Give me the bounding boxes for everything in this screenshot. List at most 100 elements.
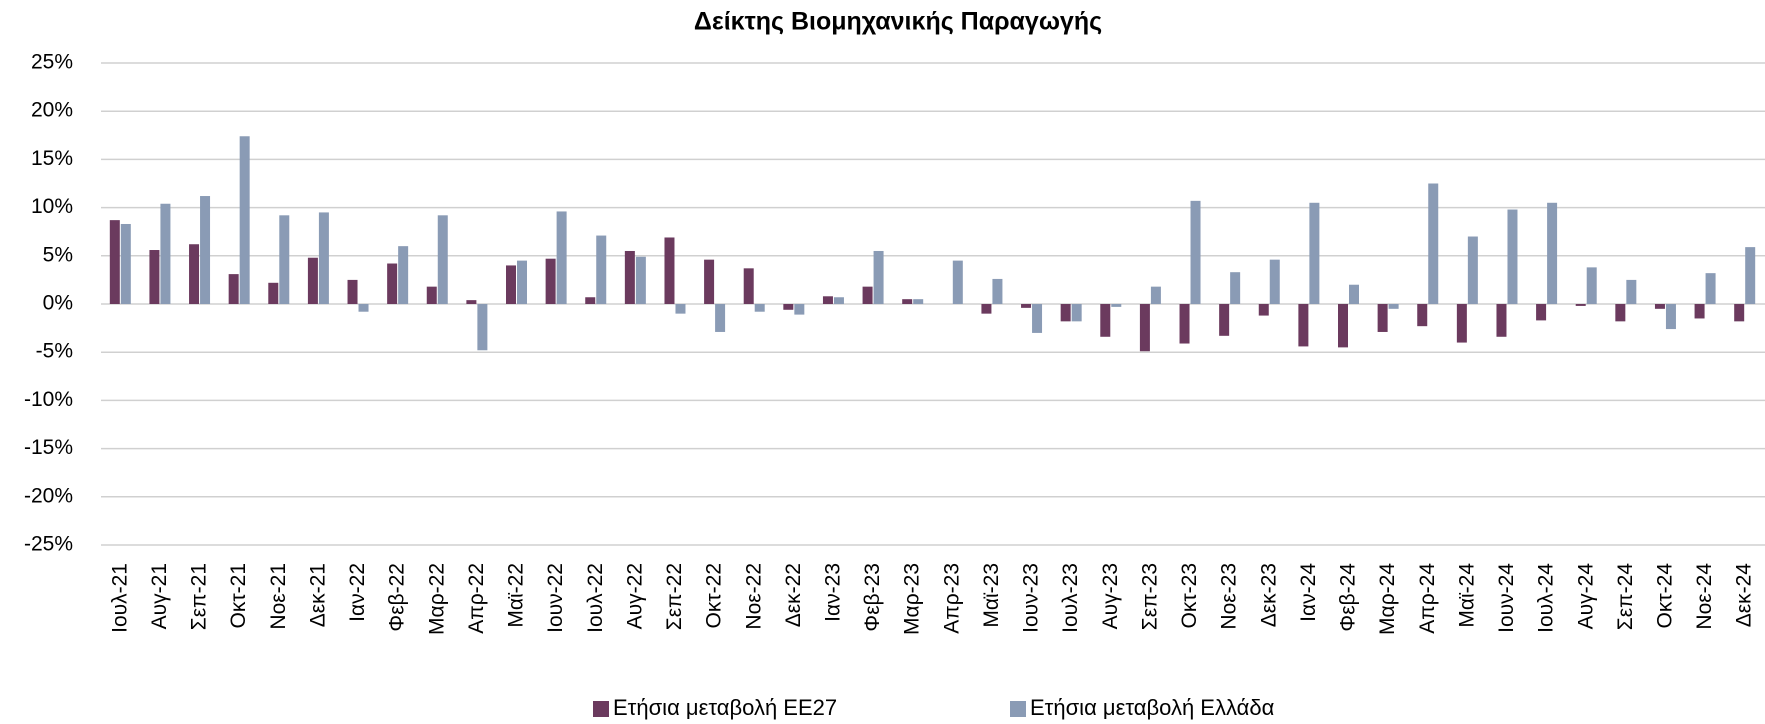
bar: [347, 279, 358, 304]
bar: [1309, 202, 1320, 304]
bar: [1536, 304, 1547, 321]
bar: [1071, 304, 1082, 322]
x-tick-label: Σεπ-24: [1614, 563, 1637, 631]
x-tick-label: Δεκ-24: [1733, 563, 1756, 628]
bar: [1547, 202, 1558, 304]
bar: [387, 263, 398, 304]
bar: [189, 244, 200, 304]
bar: [743, 268, 754, 304]
x-tick-label: Οκτ-22: [703, 563, 726, 628]
bar: [1615, 304, 1626, 322]
bar: [1467, 236, 1478, 304]
x-tick-label: Ιουλ-22: [584, 563, 607, 633]
bar: [1269, 259, 1280, 304]
bar: [1021, 304, 1032, 308]
bar: [1377, 304, 1388, 332]
x-tick-label: Απρ-23: [940, 563, 963, 634]
bar: [1139, 304, 1150, 352]
bar: [585, 297, 596, 304]
x-tick-label: Νοε-23: [1218, 563, 1241, 630]
bar: [1456, 304, 1467, 343]
x-tick-label: Σεπ-23: [1138, 563, 1161, 630]
y-tick-label: 0%: [43, 292, 73, 315]
y-tick-label: -20%: [24, 484, 73, 507]
bar: [1428, 183, 1439, 304]
x-tick-label: Μαϊ-24: [1455, 563, 1478, 628]
bar: [1626, 279, 1637, 304]
x-tick-label: Ιουλ-24: [1535, 563, 1558, 633]
bar: [754, 304, 765, 312]
bar: [1694, 304, 1705, 319]
x-tick-label: Αυγ-23: [1099, 563, 1122, 629]
bar: [1100, 304, 1111, 337]
x-tick-label: Ιουν-24: [1495, 563, 1518, 633]
bar: [1179, 304, 1190, 344]
y-tick-label: -15%: [24, 436, 73, 459]
x-tick-label: Σεπ-22: [663, 563, 686, 630]
bar: [466, 300, 477, 304]
y-tick-label: -25%: [24, 533, 73, 556]
bar: [268, 282, 279, 304]
y-tick-label: -10%: [24, 388, 73, 411]
bar: [1496, 304, 1507, 337]
x-tick-label: Μαρ-22: [425, 563, 448, 635]
x-tick-label: Δεκ-22: [782, 563, 805, 627]
x-tick-label: Μαρ-24: [1376, 563, 1399, 635]
bar: [992, 278, 1003, 304]
x-tick-label: Ιουν-23: [1020, 563, 1043, 633]
bar: [664, 237, 675, 304]
bar: [307, 257, 318, 304]
x-tick-label: Μαρ-23: [901, 563, 924, 635]
bar: [1111, 304, 1122, 307]
x-tick-label: Δεκ-21: [306, 563, 329, 627]
bar: [1705, 273, 1716, 304]
bar: [704, 259, 715, 304]
x-tick-label: Αυγ-24: [1574, 563, 1597, 630]
bar: [556, 211, 567, 304]
x-tick-label: Φεβ-22: [386, 563, 409, 632]
x-tick-label: Ιουλ-21: [108, 563, 131, 633]
bar: [109, 220, 120, 304]
bar: [1258, 304, 1269, 316]
bar: [833, 297, 844, 304]
x-tick-label: Οκτ-21: [227, 563, 250, 628]
bar: [120, 223, 131, 304]
x-tick-label: Ιαν-23: [821, 563, 844, 622]
x-tick-label: Οκτ-24: [1653, 563, 1676, 629]
bar: [517, 260, 527, 304]
y-tick-label: -5%: [36, 340, 73, 363]
x-tick-label: Νοε-21: [267, 563, 290, 630]
bar: [873, 250, 884, 304]
legend-label: Ετήσια μεταβολή Ελλάδα: [1030, 695, 1275, 720]
bar: [783, 304, 794, 310]
bar: [1219, 304, 1230, 336]
bar: [1150, 286, 1161, 304]
x-tick-label: Ιαν-22: [346, 563, 369, 622]
bar: [635, 256, 646, 304]
bar: [981, 304, 992, 314]
x-tick-label: Φεβ-24: [1337, 563, 1360, 632]
bar: [715, 304, 726, 332]
bar: [1586, 267, 1597, 304]
bar: [862, 286, 873, 304]
bar: [239, 136, 250, 304]
x-tick-label: Απρ-24: [1416, 563, 1439, 634]
x-tick-label: Σεπ-21: [188, 563, 211, 630]
x-tick-label: Μαϊ-22: [505, 563, 528, 628]
bar: [358, 304, 369, 312]
bar: [1734, 304, 1745, 322]
x-tick-label: Μαϊ-23: [980, 563, 1003, 628]
bar: [952, 260, 963, 304]
bar: [1575, 304, 1586, 306]
bar: [1665, 304, 1676, 330]
bar: [1349, 284, 1359, 304]
bar: [794, 304, 805, 315]
chart-title: Δείκτης Βιομηχανικής Παραγωγής: [694, 8, 1102, 36]
x-tick-label: Αυγ-21: [148, 563, 171, 629]
x-tick-label: Νοε-24: [1693, 563, 1716, 630]
x-tick-label: Φεβ-23: [861, 563, 884, 632]
bar: [437, 215, 448, 304]
bar: [149, 250, 160, 304]
bar: [1507, 209, 1518, 304]
x-tick-label: Ιαν-24: [1297, 563, 1320, 622]
